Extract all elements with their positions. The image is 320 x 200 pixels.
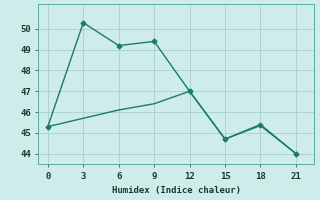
X-axis label: Humidex (Indice chaleur): Humidex (Indice chaleur) <box>111 186 241 195</box>
